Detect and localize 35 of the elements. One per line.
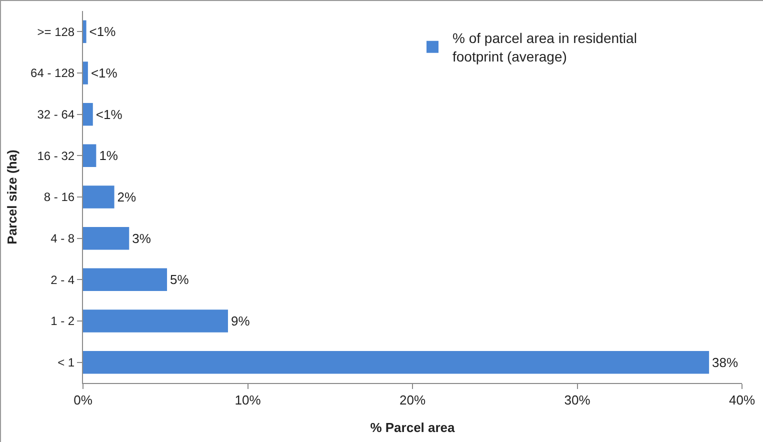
x-tick-label: 30% xyxy=(564,392,591,408)
y-tick-label: 8 - 16 xyxy=(44,190,75,204)
bar xyxy=(83,226,130,250)
x-tick-label: 20% xyxy=(399,392,426,408)
bar xyxy=(83,350,710,374)
bar xyxy=(83,268,168,292)
x-axis-title: % Parcel area xyxy=(370,420,456,435)
legend-label: % of parcel area in residential footprint (average) xyxy=(452,30,637,64)
data-label: <1% xyxy=(89,24,116,40)
data-label: 3% xyxy=(132,230,152,246)
bar xyxy=(83,310,228,332)
data-label: 2% xyxy=(117,190,137,204)
bar xyxy=(83,20,86,44)
data-label: <1% xyxy=(90,66,118,80)
bar xyxy=(83,62,88,84)
y-tick-label: 2 - 4 xyxy=(50,272,75,287)
y-tick-label: >= 128 xyxy=(37,24,75,39)
bar xyxy=(83,186,114,208)
x-tick-label: 10% xyxy=(234,392,262,408)
y-tick-label: < 1 xyxy=(58,356,75,370)
y-tick-label: 32 - 64 xyxy=(37,108,75,122)
y-tick-label: 4 - 8 xyxy=(50,232,75,246)
x-tick-label: 40% xyxy=(728,392,756,408)
y-tick-label: 64 - 128 xyxy=(30,66,75,80)
data-label: 5% xyxy=(170,272,190,288)
data-label: 1% xyxy=(99,148,118,164)
y-axis-title: Parcel size (ha) xyxy=(4,150,20,244)
data-label: <1% xyxy=(96,106,123,122)
bar xyxy=(83,102,93,126)
x-tick-label: 0% xyxy=(74,392,93,408)
data-label: 9% xyxy=(230,314,250,328)
bar xyxy=(83,144,96,168)
data-label: 38% xyxy=(712,354,739,370)
y-tick-label: 16 - 32 xyxy=(37,148,75,163)
y-tick-label: 1 - 2 xyxy=(50,314,75,328)
